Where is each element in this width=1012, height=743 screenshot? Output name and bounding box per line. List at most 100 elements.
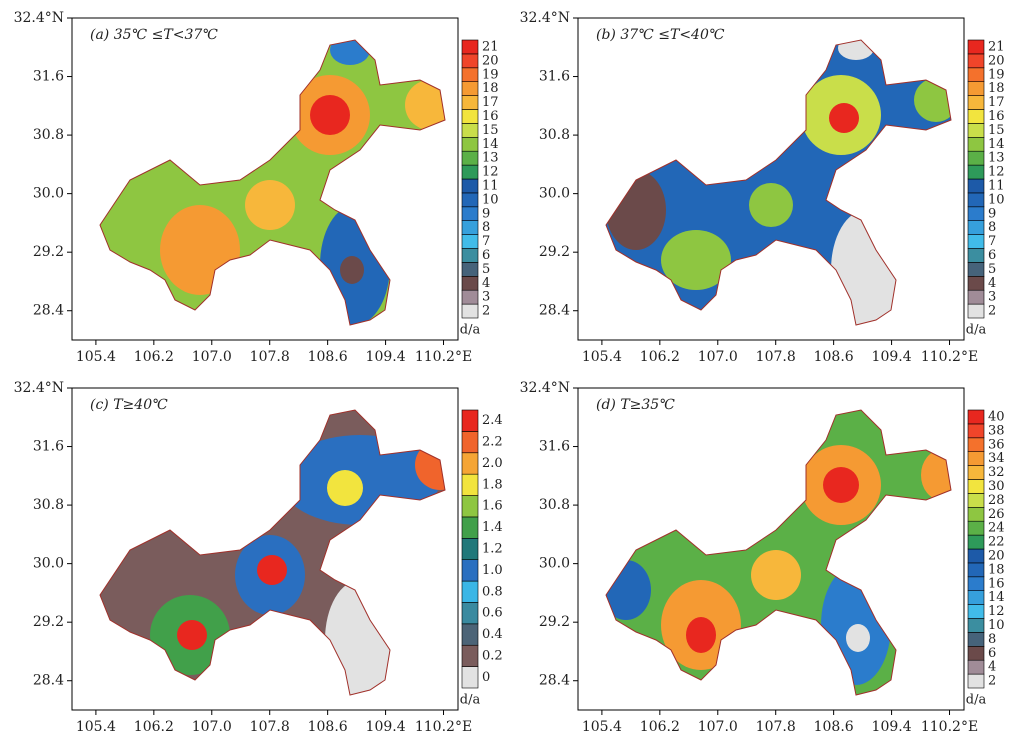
y-tick-label: 28.4: [33, 673, 64, 689]
colorbar-box: [462, 645, 478, 666]
colorbar-label: 15: [482, 123, 499, 138]
colorbar-box: [462, 82, 478, 96]
x-tick-label: 109.4: [872, 719, 912, 735]
colorbar-box: [462, 496, 478, 517]
y-tick-label: 28.4: [539, 303, 570, 319]
colorbar-label: 10: [988, 618, 1005, 633]
colorbar-label: 18: [988, 562, 1005, 577]
colorbar-label: 7: [988, 234, 996, 249]
colorbar-box: [968, 110, 984, 124]
colorbar-label: 4: [988, 660, 996, 675]
colorbar-label: 32: [988, 465, 1005, 480]
colorbar-unit: d/a: [966, 323, 987, 338]
y-tick-label: 31.6: [539, 69, 570, 85]
colorbar-box: [462, 68, 478, 82]
colorbar-label: 21: [482, 39, 499, 54]
colorbar-label: 2.4: [482, 413, 503, 428]
colorbar-box: [462, 304, 478, 318]
colorbar-box: [462, 96, 478, 110]
x-tick-label: 109.4: [872, 349, 912, 365]
colorbar-label: 8: [988, 632, 996, 647]
x-tick-label: 108.6: [308, 349, 348, 365]
colorbar-box: [968, 619, 984, 633]
panel-label: (b) 37℃ ≤T<40℃: [596, 27, 725, 43]
x-tick-label: 110.2°E: [921, 349, 978, 365]
colorbar-box: [462, 110, 478, 124]
y-tick-label: 32.4°N: [520, 380, 570, 396]
colorbar-box: [462, 221, 478, 235]
colorbar-label: 2: [988, 304, 996, 319]
colorbar-box: [462, 151, 478, 165]
panel-label: (c) T≥40℃: [90, 397, 168, 413]
colorbar-box: [462, 667, 478, 688]
colorbar-box: [968, 632, 984, 646]
colorbar-label: 34: [988, 451, 1005, 466]
colorbar-label: 14: [988, 590, 1005, 605]
x-tick-label: 107.0: [698, 349, 738, 365]
colorbar-box: [462, 193, 478, 207]
colorbar-unit: d/a: [460, 693, 481, 708]
colorbar-label: 21: [988, 39, 1005, 54]
map: [606, 36, 958, 330]
colorbar-label: 26: [988, 507, 1005, 522]
colorbar-box: [968, 605, 984, 619]
colorbar-box: [462, 517, 478, 538]
colorbar-label: 4: [482, 276, 490, 291]
x-tick-label: 108.6: [814, 349, 854, 365]
colorbar-box: [968, 96, 984, 110]
y-tick-label: 30.8: [539, 127, 570, 143]
y-tick-label: 30.8: [33, 497, 64, 513]
colorbar-label: 12: [482, 165, 499, 180]
colorbar-box: [968, 165, 984, 179]
colorbar-label: 12: [988, 165, 1005, 180]
y-tick-label: 29.2: [539, 614, 570, 630]
colorbar-label: 0.2: [482, 648, 503, 663]
y-tick-label: 30.0: [33, 186, 64, 202]
panel-label: (d) T≥35℃: [596, 397, 675, 413]
colorbar-box: [968, 549, 984, 563]
x-tick-label: 107.8: [756, 349, 796, 365]
colorbar-label: 5: [482, 262, 490, 277]
x-tick-label: 105.4: [582, 719, 622, 735]
colorbar-box: [968, 466, 984, 480]
colorbar-label: 19: [482, 67, 499, 82]
colorbar-box: [462, 165, 478, 179]
colorbar-label: 11: [988, 178, 1005, 193]
colorbar-box: [462, 137, 478, 151]
x-tick-label: 107.8: [250, 349, 290, 365]
colorbar-label: 6: [482, 248, 490, 263]
colorbar-label: 24: [988, 521, 1005, 536]
colorbar-box: [968, 179, 984, 193]
colorbar-label: 15: [988, 123, 1005, 138]
colorbar-label: 13: [482, 151, 499, 166]
colorbar-label: 2.2: [482, 435, 503, 450]
colorbar-label: 1.6: [482, 499, 503, 514]
colorbar-box: [968, 577, 984, 591]
colorbar-box: [462, 410, 478, 431]
colorbar-label: 17: [482, 95, 499, 110]
colorbar-label: 3: [482, 290, 490, 305]
colorbar-box: [462, 54, 478, 68]
colorbar-box: [968, 193, 984, 207]
colorbar-box: [968, 563, 984, 577]
y-tick-label: 32.4°N: [14, 10, 64, 26]
colorbar-label: 16: [988, 109, 1005, 124]
x-tick-label: 108.6: [308, 719, 348, 735]
colorbar-label: 16: [482, 109, 499, 124]
colorbar-unit: d/a: [460, 323, 481, 338]
y-tick-label: 30.0: [539, 186, 570, 202]
colorbar-box: [462, 560, 478, 581]
x-tick-label: 107.0: [698, 719, 738, 735]
colorbar-box: [462, 235, 478, 249]
colorbar-label: 0: [482, 670, 490, 685]
colorbar-box: [462, 474, 478, 495]
x-tick-label: 105.4: [76, 719, 116, 735]
colorbar-box: [462, 249, 478, 263]
colorbar-box: [968, 54, 984, 68]
colorbar-box: [968, 660, 984, 674]
